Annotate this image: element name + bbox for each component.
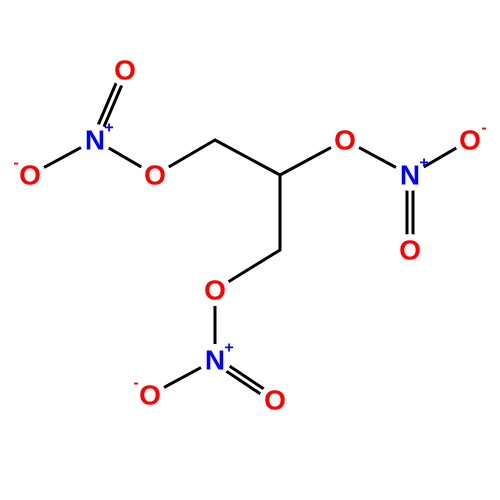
bond <box>229 250 280 282</box>
atom-O: O <box>19 160 41 191</box>
bond <box>215 140 280 175</box>
atom-N: N <box>85 125 105 156</box>
bond <box>169 140 215 167</box>
charge-label: + <box>104 120 113 137</box>
atom-N: N <box>400 160 420 191</box>
charge-label: - <box>481 120 486 137</box>
atom-O: O <box>399 235 421 266</box>
charge-label: - <box>13 155 18 172</box>
charge-label: - <box>133 375 138 392</box>
atom-O: O <box>204 275 226 306</box>
bond <box>424 148 456 167</box>
atom-O: O <box>459 125 481 156</box>
bond <box>359 148 396 168</box>
atom-O: O <box>264 385 286 416</box>
charge-label: + <box>419 155 428 172</box>
bond <box>109 148 141 167</box>
atom-N: N <box>205 345 225 376</box>
bond <box>164 368 201 388</box>
atoms-layer: ON+OO-ON+OO-ON+OO- <box>13 54 486 416</box>
atom-O: O <box>114 55 136 86</box>
atom-O: O <box>334 125 356 156</box>
charge-label: + <box>224 340 233 357</box>
bond <box>280 148 331 175</box>
atom-O: O <box>139 380 161 411</box>
chemical-structure-diagram: ON+OO-ON+OO-ON+OO- <box>0 0 500 500</box>
atom-O: O <box>144 160 166 191</box>
bond <box>44 148 81 168</box>
